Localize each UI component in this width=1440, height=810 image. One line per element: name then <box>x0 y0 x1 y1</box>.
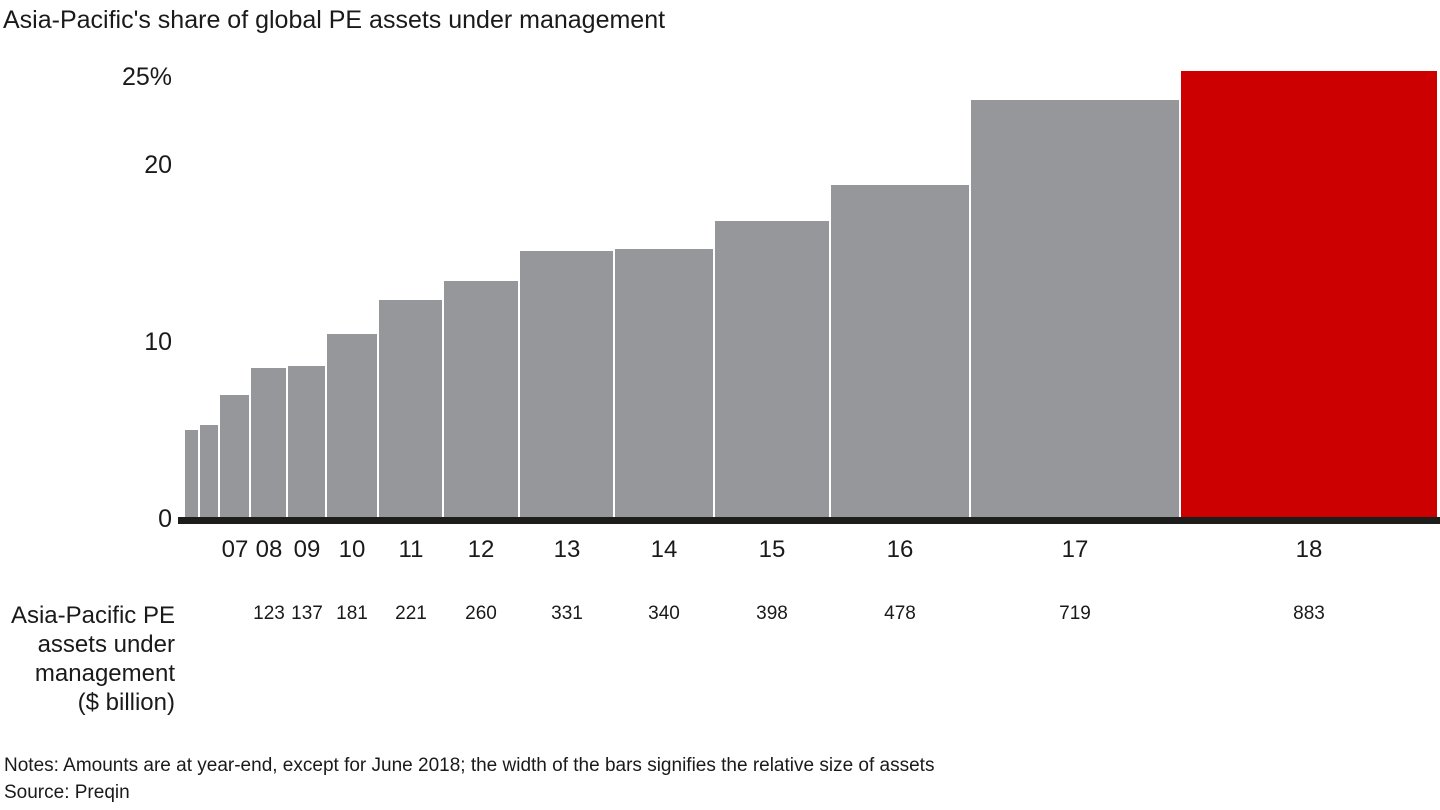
year-label-15: 15 <box>758 536 786 563</box>
aum-value-18: 883 <box>1293 603 1325 624</box>
y-tick-20: 20 <box>144 151 172 179</box>
year-label-18: 18 <box>1295 536 1323 563</box>
bar-17 <box>971 100 1179 517</box>
aum-value-11: 221 <box>395 603 427 624</box>
bar-10 <box>327 334 377 517</box>
bars-layer <box>185 71 1437 517</box>
source-text: Source: Preqin <box>4 782 130 803</box>
year-label-12: 12 <box>467 536 495 563</box>
bar-pre-07 <box>200 425 218 517</box>
bar-11 <box>379 300 442 517</box>
aum-row-label: Asia-Pacific PE assets under management … <box>0 601 175 717</box>
year-label-08: 08 <box>255 536 283 563</box>
year-label-14: 14 <box>650 536 678 563</box>
aum-value-12: 260 <box>465 603 497 624</box>
bar-12 <box>444 281 518 517</box>
aum-value-17: 719 <box>1059 603 1091 624</box>
bar-07 <box>220 395 249 517</box>
aum-value-08: 123 <box>253 603 285 624</box>
bar-14 <box>615 249 713 517</box>
bar-09 <box>288 366 325 517</box>
year-label-09: 09 <box>293 536 321 563</box>
aum-value-16: 478 <box>884 603 916 624</box>
bar-08 <box>251 368 286 517</box>
aum-row-label-line: management <box>34 660 175 687</box>
aum-value-14: 340 <box>648 603 680 624</box>
bar-13 <box>520 251 613 517</box>
year-label-10: 10 <box>338 536 366 563</box>
aum-value-13: 331 <box>551 603 583 624</box>
year-label-16: 16 <box>886 536 914 563</box>
chart-title: Asia-Pacific's share of global PE assets… <box>3 6 666 34</box>
notes-text: Notes: Amounts are at year-end, except f… <box>4 755 935 776</box>
y-tick-25: 25% <box>121 63 172 91</box>
bar-15 <box>715 221 829 517</box>
aum-value-10: 181 <box>336 603 368 624</box>
bar-pre-07 <box>185 430 198 517</box>
year-label-17: 17 <box>1061 536 1089 563</box>
aum-value-09: 137 <box>291 603 323 624</box>
x-axis-line <box>178 517 1440 524</box>
year-label-13: 13 <box>553 536 581 563</box>
y-tick-0: 0 <box>158 505 172 533</box>
aum-row-label-line: ($ billion) <box>77 689 175 716</box>
year-label-07: 07 <box>221 536 249 563</box>
aum-row-label-line: assets under <box>37 631 175 658</box>
bar-16 <box>831 185 969 517</box>
year-label-11: 11 <box>398 536 424 563</box>
y-tick-10: 10 <box>144 328 172 356</box>
bar-18 <box>1181 71 1437 517</box>
aum-value-15: 398 <box>756 603 788 624</box>
aum-row-label-line: Asia-Pacific PE <box>10 602 175 629</box>
